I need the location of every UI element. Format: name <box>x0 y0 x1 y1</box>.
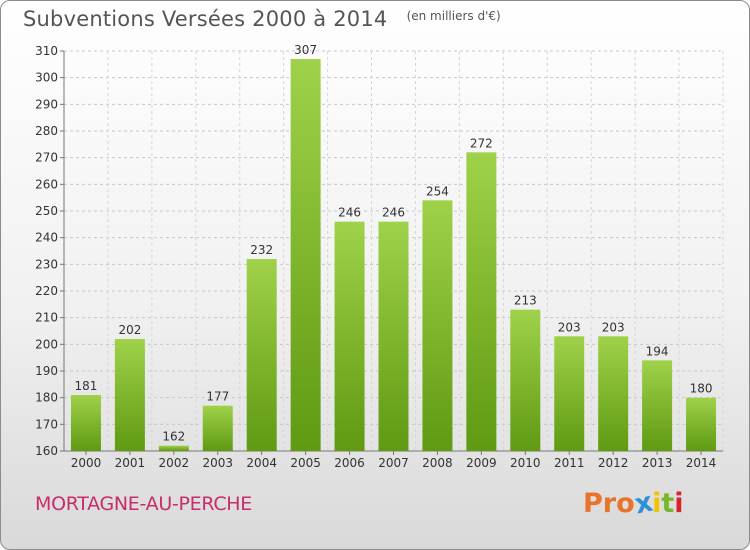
logo-letter: P <box>583 488 603 519</box>
x-tick-label-2014: 2014 <box>686 456 717 470</box>
y-tick-label: 300 <box>35 71 58 85</box>
bar-2000 <box>70 395 101 451</box>
x-tick-label-2011: 2011 <box>554 456 585 470</box>
y-tick-label: 240 <box>35 231 58 245</box>
x-tick-label-2003: 2003 <box>202 456 233 470</box>
x-tick-label-2013: 2013 <box>642 456 673 470</box>
value-label-2013: 194 <box>646 344 669 358</box>
y-tick-label: 200 <box>35 337 58 351</box>
bar-2004 <box>246 259 277 451</box>
x-tick-label-2001: 2001 <box>115 456 146 470</box>
town-name: MORTAGNE-AU-PERCHE <box>35 493 252 515</box>
bar-2012 <box>598 336 629 451</box>
y-tick-label: 210 <box>35 311 58 325</box>
x-tick-label-2002: 2002 <box>159 456 190 470</box>
x-tick-label-2010: 2010 <box>510 456 541 470</box>
bar-2005 <box>290 59 321 451</box>
y-tick-label: 270 <box>35 151 58 165</box>
x-tick-label-2008: 2008 <box>422 456 453 470</box>
y-tick-label: 290 <box>35 97 58 111</box>
bar-2010 <box>510 309 541 451</box>
y-tick-label: 230 <box>35 257 58 271</box>
bar-2011 <box>554 336 585 451</box>
y-tick-label: 190 <box>35 364 58 378</box>
y-tick-label: 310 <box>35 44 58 58</box>
chart-title: Subventions Versées 2000 à 2014 <box>23 7 388 31</box>
y-tick-label: 170 <box>35 417 58 431</box>
y-tick-label: 280 <box>35 124 58 138</box>
logo-letter: t <box>661 488 675 519</box>
bar-2009 <box>466 152 497 452</box>
value-label-2009: 272 <box>470 136 493 150</box>
x-tick-label-2009: 2009 <box>466 456 497 470</box>
y-tick-label: 250 <box>35 204 58 218</box>
value-label-2004: 232 <box>250 243 273 257</box>
logo-letter: o <box>616 488 635 519</box>
logo-letter: i <box>674 488 684 519</box>
bar-2002 <box>158 445 189 451</box>
x-tick-label-2005: 2005 <box>290 456 321 470</box>
logo-letter: r <box>602 488 617 519</box>
value-label-2014: 180 <box>690 382 713 396</box>
value-label-2001: 202 <box>118 323 141 337</box>
proxiti-logo: Proxiti <box>583 487 684 521</box>
bar-2013 <box>642 360 673 451</box>
bar-2014 <box>686 397 717 451</box>
value-label-2005: 307 <box>294 43 317 57</box>
value-label-2008: 254 <box>426 184 449 198</box>
bar-2008 <box>422 200 453 451</box>
value-label-2012: 203 <box>602 320 625 334</box>
logo-letter: i <box>652 488 662 519</box>
value-label-2010: 213 <box>514 294 537 308</box>
value-label-2003: 177 <box>206 390 229 404</box>
x-tick-label-2006: 2006 <box>334 456 365 470</box>
x-tick-label-2012: 2012 <box>598 456 629 470</box>
y-tick-label: 180 <box>35 391 58 405</box>
bar-2006 <box>334 221 365 451</box>
value-label-2002: 162 <box>162 430 185 444</box>
x-tick-label-2004: 2004 <box>246 456 277 470</box>
bar-2001 <box>114 339 145 451</box>
bar-2003 <box>202 405 233 451</box>
chart-title-block: Subventions Versées 2000 à 2014 (en mill… <box>23 7 501 31</box>
value-label-2011: 203 <box>558 320 581 334</box>
chart-subtitle: (en milliers d'€) <box>406 9 501 23</box>
x-tick-label-2000: 2000 <box>71 456 102 470</box>
y-tick-label: 160 <box>35 444 58 458</box>
y-tick-label: 260 <box>35 177 58 191</box>
value-label-2007: 246 <box>382 206 405 220</box>
bar-2007 <box>378 221 409 451</box>
x-tick-label-2007: 2007 <box>378 456 409 470</box>
value-label-2006: 246 <box>338 206 361 220</box>
value-label-2000: 181 <box>75 379 98 393</box>
y-tick-label: 220 <box>35 284 58 298</box>
